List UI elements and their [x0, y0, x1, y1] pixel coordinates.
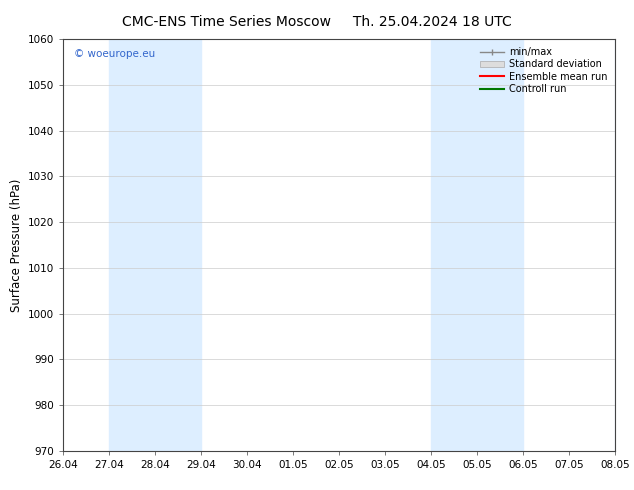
Bar	[431, 39, 523, 451]
Y-axis label: Surface Pressure (hPa): Surface Pressure (hPa)	[10, 178, 23, 312]
Bar	[110, 39, 202, 451]
Bar	[615, 39, 634, 451]
Text: © woeurope.eu: © woeurope.eu	[74, 49, 156, 59]
Text: CMC-ENS Time Series Moscow     Th. 25.04.2024 18 UTC: CMC-ENS Time Series Moscow Th. 25.04.202…	[122, 15, 512, 29]
Legend: min/max, Standard deviation, Ensemble mean run, Controll run: min/max, Standard deviation, Ensemble me…	[477, 44, 610, 97]
